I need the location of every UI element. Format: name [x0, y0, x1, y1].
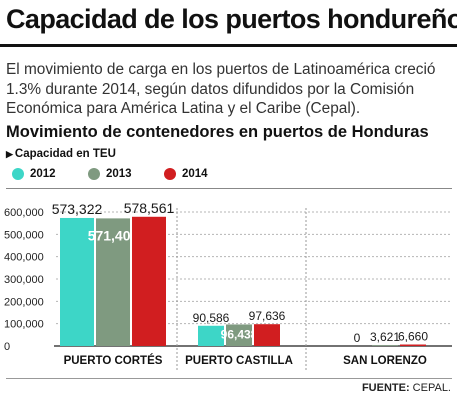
data-label: 96,438 [221, 327, 258, 341]
bar-2014 [400, 344, 426, 346]
y-tick-label: 300,000 [4, 274, 44, 286]
legend-item-2012: 2012 [12, 166, 56, 182]
triangle-icon: ▶ [6, 149, 13, 159]
data-label: 573,322 [52, 201, 103, 217]
legend-item-2014: 2014 [164, 166, 208, 182]
bar-2013 [96, 218, 130, 346]
chart-subtitle-text: Capacidad en TEU [14, 148, 116, 160]
legend-label-2014: 2014 [182, 168, 208, 180]
bar-2013 [372, 345, 398, 346]
y-tick-label: 0 [4, 341, 10, 353]
chart-title: Movimiento de contenedores en puertos de… [6, 123, 429, 141]
title-divider [0, 44, 457, 47]
legend-label-2012: 2012 [30, 168, 56, 180]
legend-label-2013: 2013 [106, 168, 132, 180]
data-label: 571,408 [88, 227, 139, 243]
y-tick-label: 400,000 [4, 252, 44, 264]
intro-text: El movimiento de carga en los puertos de… [6, 61, 436, 117]
data-label: 97,636 [249, 309, 286, 323]
legend-swatch-2013 [88, 168, 100, 180]
source-divider [6, 378, 452, 379]
bar-2013 [226, 324, 252, 346]
source-value: CEPAL. [409, 382, 451, 394]
category-label: SAN LORENZO [343, 355, 427, 367]
legend-swatch-2012 [12, 168, 24, 180]
category-label: PUERTO CORTÉS [64, 354, 163, 367]
y-tick-label: 100,000 [4, 319, 44, 331]
data-label: 90,586 [193, 311, 230, 325]
y-tick-label: 200,000 [4, 296, 44, 308]
page-title: Capacidad de los puertos hondureños [6, 4, 457, 34]
data-label: 0 [354, 331, 361, 345]
bar-2012 [198, 325, 224, 346]
category-label: PUERTO CASTILLA [185, 355, 293, 367]
y-tick-label: 600,000 [4, 207, 44, 219]
legend-swatch-2014 [164, 168, 176, 180]
y-tick-label: 500,000 [4, 229, 44, 241]
chart-subtitle: ▶ Capacidad en TEU [6, 148, 116, 160]
source-note: FUENTE: CEPAL. [362, 382, 451, 394]
legend-item-2013: 2013 [88, 166, 132, 182]
bar-2014 [132, 216, 166, 346]
chart-legend: 2012 2013 2014 [6, 166, 452, 182]
bar-2012 [60, 217, 94, 346]
legend-divider [6, 188, 452, 189]
bar-2014 [254, 324, 280, 346]
data-label: 6,660 [398, 330, 428, 344]
data-label: 578,561 [124, 200, 175, 216]
source-label: FUENTE: [361, 382, 410, 394]
data-label: 3,621 [370, 330, 400, 344]
